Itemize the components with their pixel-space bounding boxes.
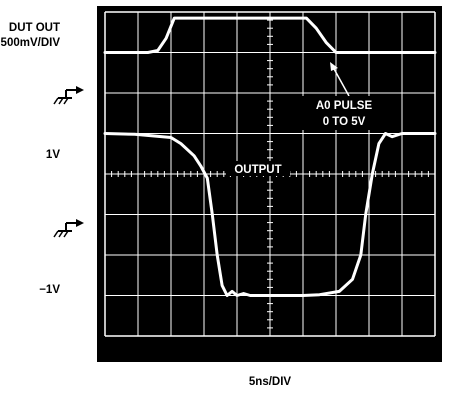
output-annotation: OUTPUT <box>226 161 290 176</box>
channel-label: DUT OUT <box>9 22 60 34</box>
ground-marker-icon <box>53 86 84 105</box>
vertical-scale-label: 500mV/DIV <box>1 37 61 49</box>
annotation-label: OUTPUT <box>234 164 281 176</box>
lower-level-label: −1V <box>39 284 60 296</box>
ground-marker-icon <box>53 219 84 238</box>
trace-input-pulse <box>103 16 437 54</box>
pulse-annotation: A0 PULSE 0 TO 5V <box>300 62 388 130</box>
traces <box>103 16 437 297</box>
annotation-label: A0 PULSE <box>316 100 373 112</box>
upper-level-label: 1V <box>46 149 60 161</box>
horizontal-scale-label: 5ns/DIV <box>249 376 292 388</box>
trace-output <box>103 132 437 297</box>
graticule <box>104 11 436 337</box>
annotation-label: 0 TO 5V <box>323 116 366 128</box>
